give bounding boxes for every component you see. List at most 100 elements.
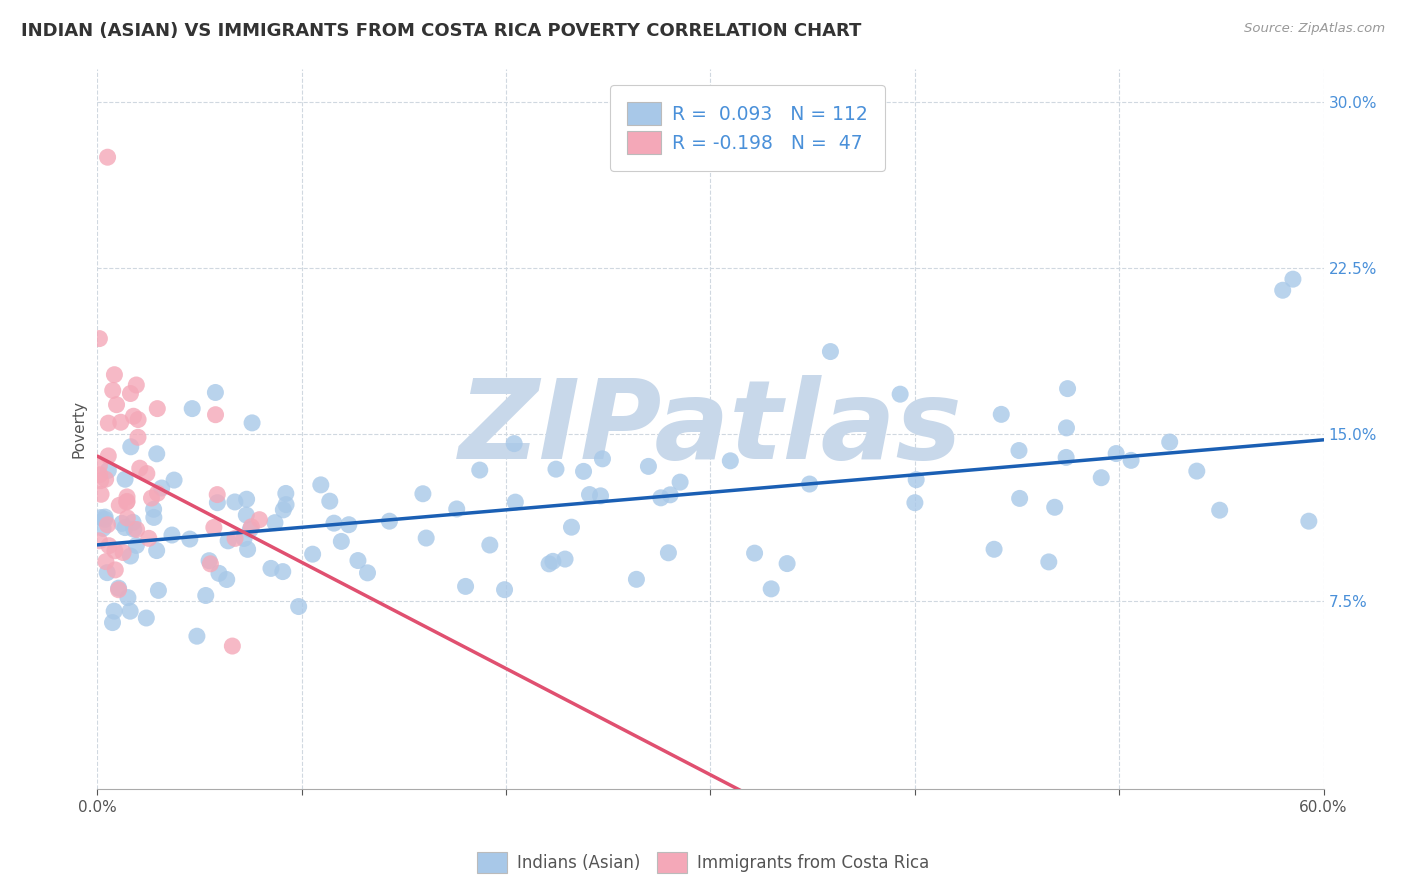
Point [323,516,346,531]
Point [204,408,226,422]
Point [94,555,117,569]
Point [142,510,165,524]
Point [468,463,491,477]
Point [904,496,927,510]
Point [208,566,231,581]
Point [1282,272,1305,286]
Point [330,534,353,549]
Point [1056,382,1078,396]
Point [103,368,125,382]
Point [319,494,342,508]
Point [356,566,378,580]
Point [105,398,128,412]
Point [1298,514,1320,528]
Point [120,440,142,454]
Point [89,467,111,482]
Point [1105,446,1128,460]
Point [273,503,295,517]
Point [378,514,401,528]
Point [90,487,112,501]
Point [90,510,112,524]
Point [260,561,283,575]
Point [1090,471,1112,485]
Point [799,477,821,491]
Point [235,492,257,507]
Point [309,478,332,492]
Point [97,449,120,463]
Point [94,472,117,486]
Point [274,498,297,512]
Point [200,557,222,571]
Point [1008,443,1031,458]
Point [89,332,111,346]
Point [122,516,145,530]
Point [108,499,131,513]
Point [97,539,120,553]
Point [776,557,799,571]
Point [125,378,148,392]
Point [744,546,766,560]
Point [141,491,163,505]
Point [94,510,117,524]
Point [111,516,134,531]
Point [97,463,120,477]
Point [1054,450,1077,465]
Point [89,533,111,548]
Point [217,533,239,548]
Point [650,491,672,505]
Point [122,409,145,424]
Point [224,495,246,509]
Point [120,604,142,618]
Point [145,447,167,461]
Point [572,464,595,478]
Point [239,523,262,537]
Point [186,629,208,643]
Point [626,572,648,586]
Point [207,496,229,510]
Point [91,521,114,535]
Point [1056,421,1078,435]
Point [589,489,612,503]
Point [97,416,120,430]
Point [122,522,145,536]
Point [107,582,129,597]
Legend: R =  0.093   N = 112, R = -0.198   N =  47: R = 0.093 N = 112, R = -0.198 N = 47 [610,85,884,171]
Point [204,385,226,400]
Point [249,513,271,527]
Point [146,401,169,416]
Point [163,473,186,487]
Point [1038,555,1060,569]
Point [207,487,229,501]
Point [127,430,149,444]
Point [115,495,138,509]
Point [503,436,526,450]
Point [221,639,243,653]
Point [983,542,1005,557]
Point [198,554,221,568]
Point [264,516,287,530]
Point [125,523,148,537]
Point [1208,503,1230,517]
Point [347,553,370,567]
Point [554,552,576,566]
Point [591,451,613,466]
Point [637,459,659,474]
Point [120,549,142,563]
Point [179,532,201,546]
Point [236,542,259,557]
Point [96,566,118,580]
Point [274,486,297,500]
Point [110,415,132,429]
Point [115,494,138,508]
Point [194,589,217,603]
Point [112,545,135,559]
Text: ZIPatlas: ZIPatlas [458,376,962,483]
Point [301,547,323,561]
Point [541,554,564,568]
Point [202,520,225,534]
Point [150,481,173,495]
Point [271,565,294,579]
Point [215,573,238,587]
Text: Source: ZipAtlas.com: Source: ZipAtlas.com [1244,22,1385,36]
Point [287,599,309,614]
